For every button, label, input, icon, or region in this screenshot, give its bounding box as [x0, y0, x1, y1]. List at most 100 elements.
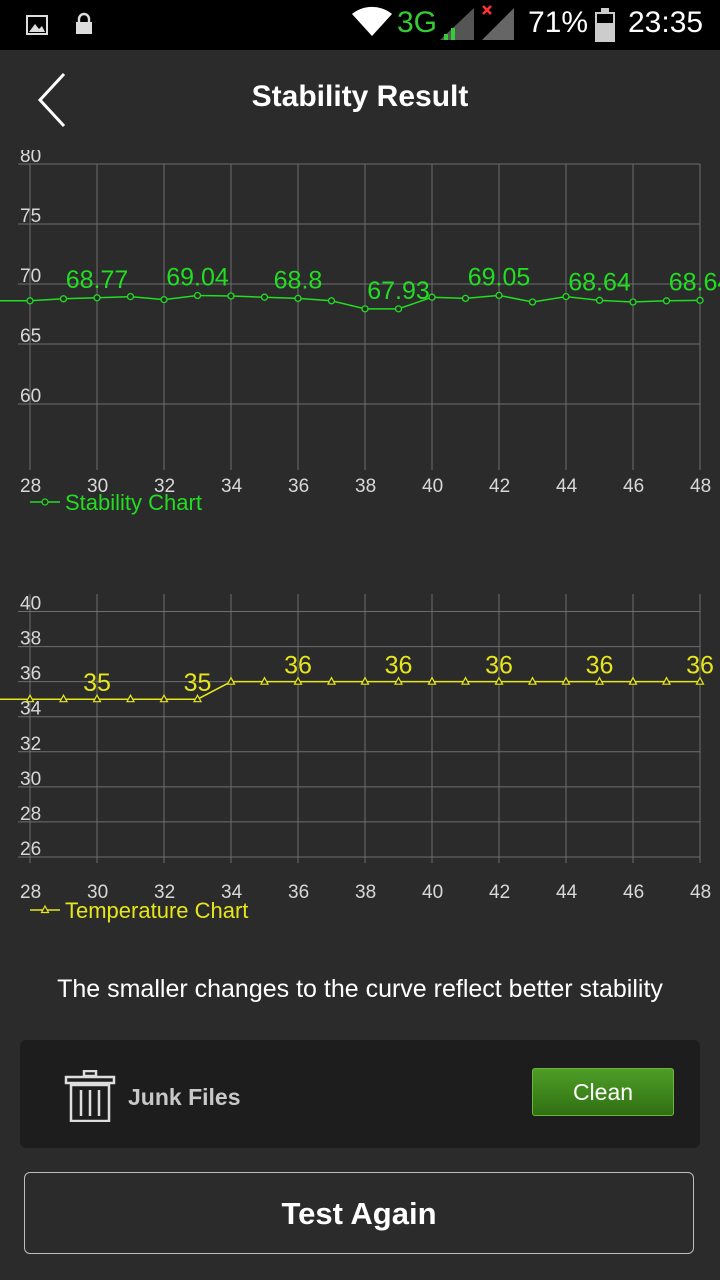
- x-tick-label: 36: [288, 476, 309, 497]
- data-label: 68.64: [568, 268, 631, 296]
- y-tick-label: 80: [20, 150, 41, 167]
- data-point: [361, 305, 369, 313]
- legend-label: Temperature Chart: [65, 898, 248, 923]
- signal-no-data-icon: [482, 5, 514, 40]
- junk-files-card: Junk Files Clean: [20, 1040, 700, 1148]
- data-point: [294, 294, 302, 303]
- wifi-icon: [352, 6, 392, 37]
- data-point: [393, 676, 404, 685]
- x-tick-label: 34: [221, 476, 243, 497]
- y-tick-label: 75: [20, 206, 41, 227]
- data-label: 35: [83, 669, 111, 697]
- data-label: 67.93: [367, 277, 430, 305]
- data-point: [227, 292, 235, 300]
- data-point: [561, 676, 571, 685]
- data-point: [92, 693, 102, 703]
- data-point: [495, 291, 503, 300]
- data-point: [293, 676, 303, 685]
- data-point: [259, 676, 270, 685]
- data-point: [25, 693, 35, 703]
- header: Stability Result: [0, 50, 720, 150]
- data-point: [93, 294, 101, 302]
- test-again-button[interactable]: Test Again: [24, 1172, 694, 1254]
- x-tick-label: 46: [623, 882, 644, 903]
- x-tick-label: 48: [690, 476, 711, 497]
- data-label: 35: [184, 669, 212, 697]
- series-line: [0, 680, 700, 700]
- data-point: [226, 676, 236, 685]
- data-point: [427, 676, 437, 685]
- x-tick-label: 48: [690, 882, 711, 903]
- data-point: [595, 296, 604, 304]
- data-label: 36: [485, 652, 513, 680]
- page-title: Stability Result: [251, 80, 469, 113]
- network-type: 3G: [397, 6, 438, 39]
- y-tick-label: 32: [20, 734, 41, 755]
- clean-button[interactable]: Clean: [532, 1068, 674, 1116]
- data-label: 36: [284, 652, 312, 680]
- y-tick-label: 28: [20, 804, 41, 825]
- data-point: [125, 693, 136, 703]
- data-point: [394, 305, 403, 313]
- data-point: [192, 693, 203, 703]
- x-tick-label: 44: [556, 476, 578, 497]
- data-point: [661, 676, 672, 685]
- data-point: [662, 297, 671, 305]
- x-tick-label: 40: [422, 476, 443, 497]
- back-button[interactable]: [20, 68, 80, 132]
- x-tick-label: 28: [20, 882, 41, 903]
- y-tick-label: 70: [20, 266, 41, 287]
- stability-hint: The smaller changes to the curve reflect…: [57, 975, 663, 1003]
- data-point: [58, 693, 69, 703]
- data-label: 36: [586, 652, 614, 680]
- y-tick-label: 40: [20, 594, 41, 615]
- data-point: [695, 676, 705, 685]
- x-tick-label: 44: [556, 882, 578, 903]
- stability-chart: 28 30 32 34 36 38 40 42 44 46 48 60 65 70 75 80 68.77 69.…: [0, 150, 720, 515]
- data-point: [326, 676, 337, 685]
- x-tick-label: 42: [489, 882, 510, 903]
- data-point: [460, 676, 471, 685]
- data-point: [327, 297, 336, 305]
- data-point: [594, 676, 605, 685]
- data-point: [160, 295, 168, 304]
- data-label: 68.77: [66, 266, 129, 294]
- data-label: 69.05: [468, 263, 531, 291]
- image-icon: [26, 15, 48, 35]
- x-tick-label: 30: [87, 882, 108, 903]
- series-line: [0, 294, 701, 310]
- x-tick-label: 32: [154, 882, 175, 903]
- legend-marker: [40, 904, 50, 914]
- y-tick-label: 36: [20, 664, 41, 685]
- data-label: 68.64: [669, 268, 720, 296]
- y-tick-label: 34: [20, 699, 42, 720]
- chevron-left-icon: [37, 72, 66, 128]
- data-point: [360, 676, 370, 685]
- x-tick-label: 34: [221, 882, 243, 903]
- data-point: [428, 293, 436, 301]
- x-tick-label: 42: [489, 476, 510, 497]
- legend-label: Stability Chart: [65, 490, 202, 515]
- clock: 23:35: [628, 6, 704, 39]
- lock-icon: [76, 12, 92, 34]
- x-tick-label: 38: [355, 882, 376, 903]
- x-tick-label: 40: [422, 882, 443, 903]
- data-point: [696, 296, 704, 304]
- data-point: [527, 676, 538, 685]
- data-point: [59, 295, 68, 303]
- data-point: [528, 298, 537, 306]
- y-tick-label: 38: [20, 629, 41, 650]
- data-point: [494, 676, 504, 685]
- legend-marker: [41, 498, 49, 506]
- y-tick-label: 26: [20, 839, 41, 860]
- trash-icon: [64, 1070, 116, 1122]
- data-label: 36: [686, 652, 714, 680]
- data-point: [126, 292, 135, 301]
- data-point: [461, 294, 470, 303]
- data-label: 68.8: [274, 266, 323, 294]
- battery-icon: [595, 8, 615, 42]
- x-tick-label: 32: [154, 476, 175, 497]
- status-bar: 3G 71% 23:35: [0, 0, 720, 50]
- data-point: [628, 676, 638, 685]
- y-tick-label: 60: [20, 386, 41, 407]
